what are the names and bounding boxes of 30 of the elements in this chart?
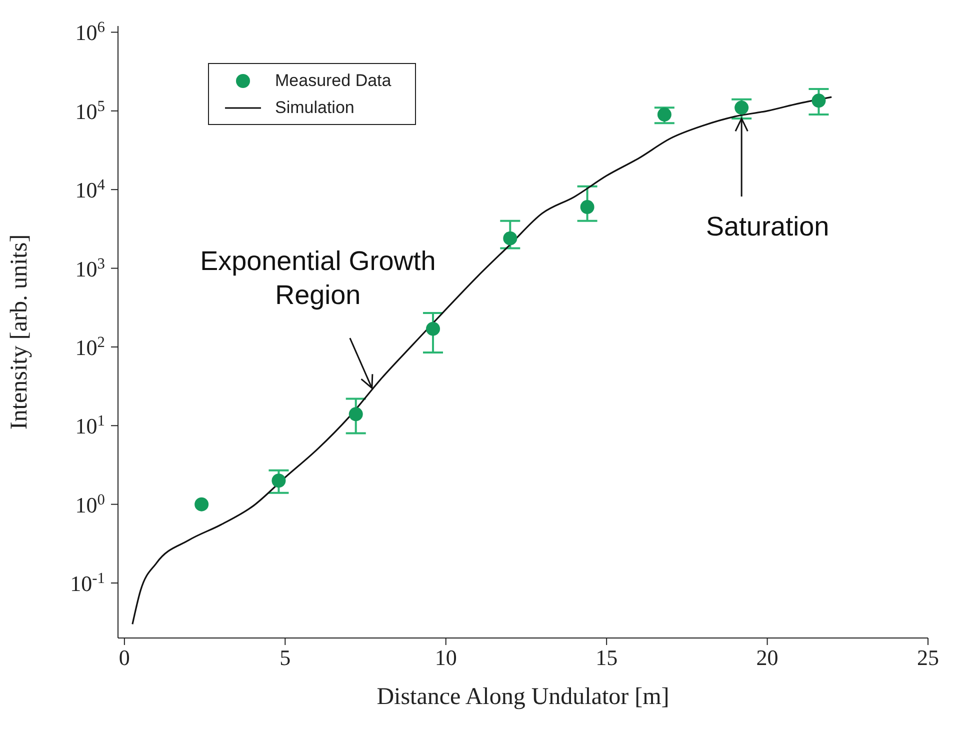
point [194, 497, 209, 512]
x-tick-label: 10 [434, 645, 457, 670]
y-tick-label: 10$^{-1}$ [70, 570, 105, 596]
y-tick-label: 10$^{1}$ [75, 412, 105, 439]
x-tick-label: 20 [756, 645, 778, 670]
point [734, 100, 749, 115]
x-axis-title: Distance Along Undulator [m] [376, 684, 670, 710]
y-tick-label: 10$^{4}$ [75, 176, 106, 203]
x-tick-label: 25 [917, 645, 939, 670]
legend-label: Simulation [275, 97, 354, 119]
point [580, 200, 594, 214]
point [348, 407, 363, 422]
y-tick-label: 10$^{2}$ [75, 333, 105, 360]
point [812, 94, 826, 108]
x-tick-label: 5 [280, 645, 291, 670]
x-tick-label: 15 [596, 645, 618, 670]
annotation: Exponential Growth Region [200, 246, 436, 310]
y-tick-label: 10$^{5}$ [75, 97, 106, 124]
x-tick-label: 0 [118, 645, 130, 670]
point [272, 474, 286, 488]
line-series [132, 96, 832, 625]
legend-label: Measured Data [275, 70, 392, 92]
y-tick-label: 10$^{0}$ [75, 490, 106, 518]
y-axis-title: Intensity [arb. units] [6, 234, 33, 430]
y-tick-label: 10$^{6}$ [75, 18, 106, 46]
point [426, 322, 440, 336]
y-tick-label: 10$^{3}$ [75, 254, 106, 282]
point [503, 231, 518, 246]
point [657, 108, 672, 122]
annotation: Saturation [706, 212, 830, 242]
